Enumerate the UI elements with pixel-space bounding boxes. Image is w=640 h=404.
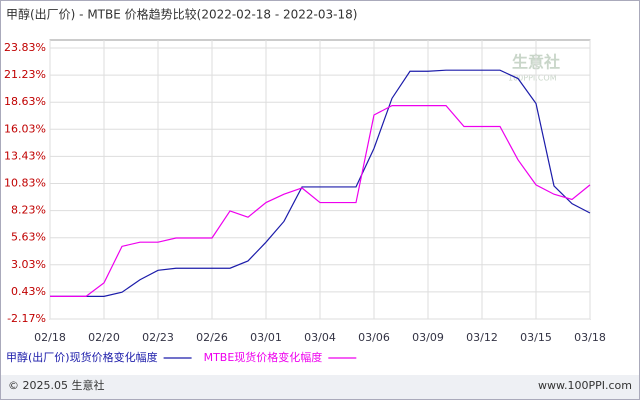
y-tick-label: 21.23% — [4, 68, 46, 81]
footer-site: www.100PPI.com — [538, 379, 632, 392]
footer-bar — [1, 375, 639, 399]
watermark-site: 100PPI.COM — [508, 74, 557, 83]
y-tick-label: 3.03% — [11, 258, 46, 271]
y-tick-label: 18.63% — [4, 95, 46, 108]
x-tick-label: 03/18 — [574, 331, 606, 344]
x-tick-label: 02/23 — [142, 331, 174, 344]
x-tick-label: 02/20 — [88, 331, 120, 344]
y-tick-label: 10.83% — [4, 177, 46, 190]
x-tick-label: 03/01 — [250, 331, 282, 344]
series-line — [50, 69, 591, 297]
x-tick-label: 03/04 — [304, 331, 336, 344]
x-tick-label: 02/26 — [196, 331, 228, 344]
series-line — [50, 105, 591, 297]
y-tick-label: 0.43% — [11, 285, 46, 298]
chart-title: 甲醇(出厂价) - MTBE 价格趋势比较(2022-02-18 - 2022-… — [6, 7, 357, 22]
x-tick-label: 03/12 — [466, 331, 498, 344]
y-tick-label: 8.23% — [11, 204, 46, 217]
y-tick-label: 5.63% — [11, 231, 46, 244]
x-tick-label: 02/18 — [34, 331, 66, 344]
legend-label: 甲醇(出厂价)现货价格变化幅度 — [6, 350, 158, 364]
x-tick-label: 03/15 — [520, 331, 552, 344]
y-tick-label: 16.03% — [4, 122, 46, 135]
y-tick-label: 13.43% — [4, 149, 46, 162]
y-tick-label: 23.83% — [4, 41, 46, 54]
x-tick-label: 03/06 — [358, 331, 390, 344]
legend-label: MTBE现货价格变化幅度 — [204, 350, 323, 364]
footer-copyright: © 2025.05 生意社 — [8, 378, 104, 392]
y-tick-label: -2.17% — [7, 312, 46, 325]
x-tick-label: 03/09 — [412, 331, 444, 344]
